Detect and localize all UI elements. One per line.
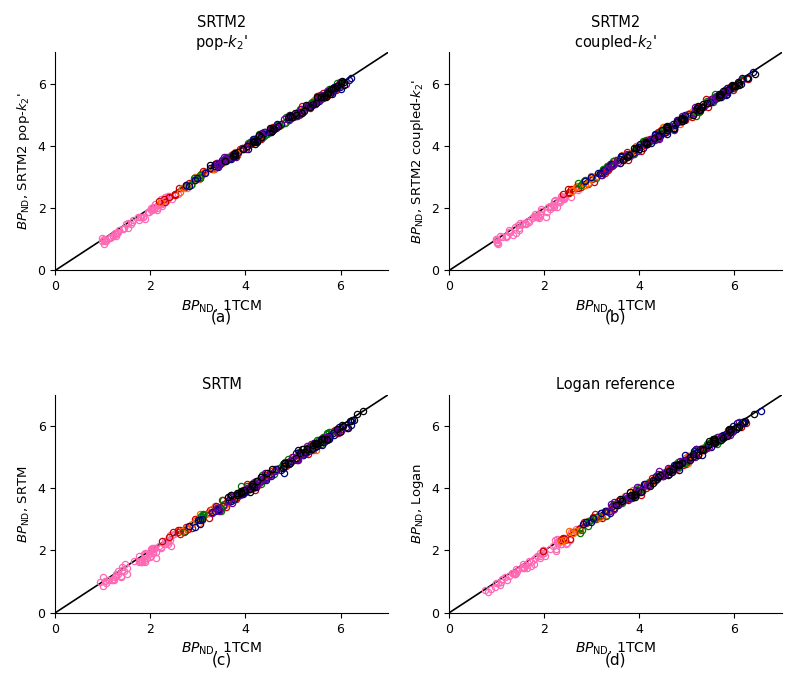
Y-axis label: $BP_{\mathrm{ND}}$, SRTM2 pop-$k_2$': $BP_{\mathrm{ND}}$, SRTM2 pop-$k_2$' [15,93,32,230]
Title: SRTM2
coupled-$k_2$': SRTM2 coupled-$k_2$' [574,15,658,52]
Title: SRTM2
pop-$k_2$': SRTM2 pop-$k_2$' [195,15,248,52]
Y-axis label: $BP_{\mathrm{ND}}$, Logan: $BP_{\mathrm{ND}}$, Logan [410,463,426,545]
Y-axis label: $BP_{\mathrm{ND}}$, SRTM2 coupled-$k_2$': $BP_{\mathrm{ND}}$, SRTM2 coupled-$k_2$' [409,79,426,244]
Text: (d): (d) [605,652,626,667]
Y-axis label: $BP_{\mathrm{ND}}$, SRTM: $BP_{\mathrm{ND}}$, SRTM [17,465,32,543]
X-axis label: $BP_{\mathrm{ND}}$, 1TCM: $BP_{\mathrm{ND}}$, 1TCM [575,298,656,315]
X-axis label: $BP_{\mathrm{ND}}$, 1TCM: $BP_{\mathrm{ND}}$, 1TCM [181,298,262,315]
X-axis label: $BP_{\mathrm{ND}}$, 1TCM: $BP_{\mathrm{ND}}$, 1TCM [181,641,262,657]
Text: (c): (c) [211,652,232,667]
X-axis label: $BP_{\mathrm{ND}}$, 1TCM: $BP_{\mathrm{ND}}$, 1TCM [575,641,656,657]
Text: (b): (b) [605,309,626,324]
Title: SRTM: SRTM [202,377,241,392]
Text: (a): (a) [211,309,232,324]
Title: Logan reference: Logan reference [556,377,675,392]
